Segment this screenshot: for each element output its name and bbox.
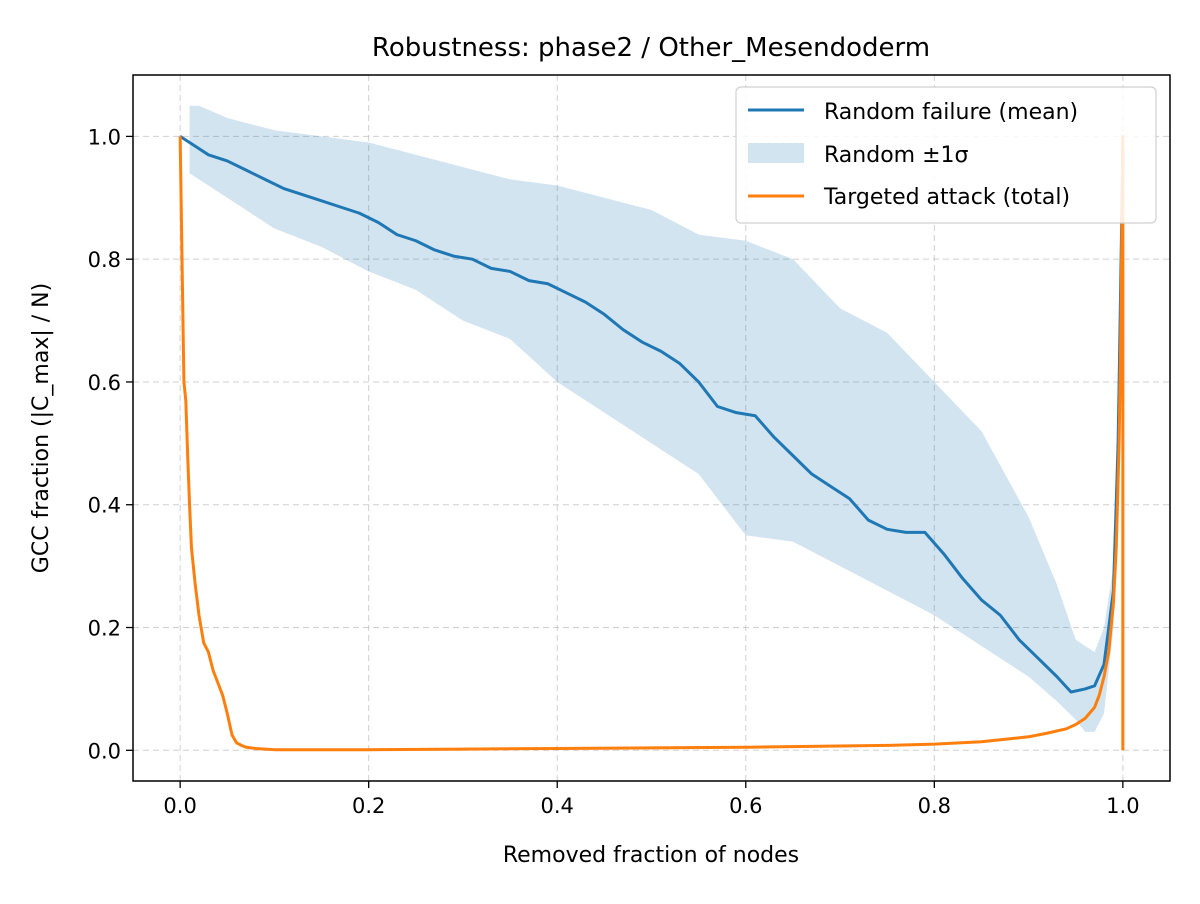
- band-layer: [189, 105, 1123, 732]
- y-tick-label: 0.0: [88, 739, 121, 763]
- x-tick-label: 0.0: [163, 794, 196, 818]
- x-tick-label: 0.4: [541, 794, 574, 818]
- y-axis-ticks: 0.0 0.2 0.4 0.6 0.8 1.0: [88, 125, 133, 763]
- legend-label-random-mean: Random failure (mean): [824, 100, 1078, 125]
- series-layer: [178, 134, 1125, 752]
- x-axis-label: Removed fraction of nodes: [503, 843, 799, 868]
- y-tick-label: 0.8: [88, 248, 121, 272]
- plot-frame: [132, 74, 1171, 782]
- y-tick-label: 0.4: [88, 494, 121, 518]
- y-tick-label: 0.6: [88, 371, 121, 395]
- legend: Random failure (mean) Random ±1σ Targete…: [735, 86, 1157, 224]
- x-tick-label: 1.0: [1106, 794, 1139, 818]
- targeted-attack-line: [178, 134, 1125, 752]
- x-tick-label: 0.8: [918, 794, 951, 818]
- legend-label-targeted-attack: Targeted attack (total): [823, 185, 1070, 210]
- x-tick-label: 0.2: [352, 794, 385, 818]
- random-failure-mean-line: [179, 135, 1125, 694]
- y-tick-label: 0.2: [88, 617, 121, 641]
- legend-label-random-band: Random ±1σ: [824, 143, 969, 168]
- legend-swatch-random-band: [748, 143, 804, 163]
- legend-box: [735, 86, 1157, 224]
- y-tick-label: 1.0: [88, 125, 121, 149]
- x-axis-ticks: 0.0 0.2 0.4 0.6 0.8 1.0: [163, 781, 1140, 818]
- x-tick-label: 0.6: [729, 794, 762, 818]
- y-axis-label: GCC fraction (|C_max| / N): [29, 283, 54, 573]
- chart-title: Robustness: phase2 / Other_Mesendoderm: [372, 33, 930, 63]
- random-sigma-band: [189, 105, 1123, 732]
